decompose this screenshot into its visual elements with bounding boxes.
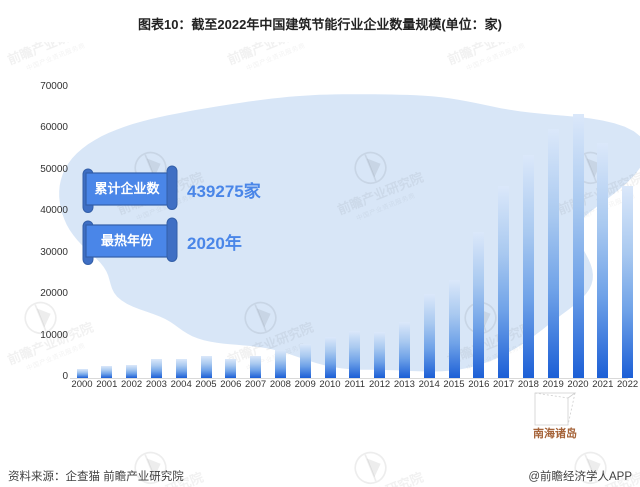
svg-text:累计企业数: 累计企业数 — [94, 181, 160, 196]
svg-text:最热年份: 最热年份 — [101, 233, 154, 248]
